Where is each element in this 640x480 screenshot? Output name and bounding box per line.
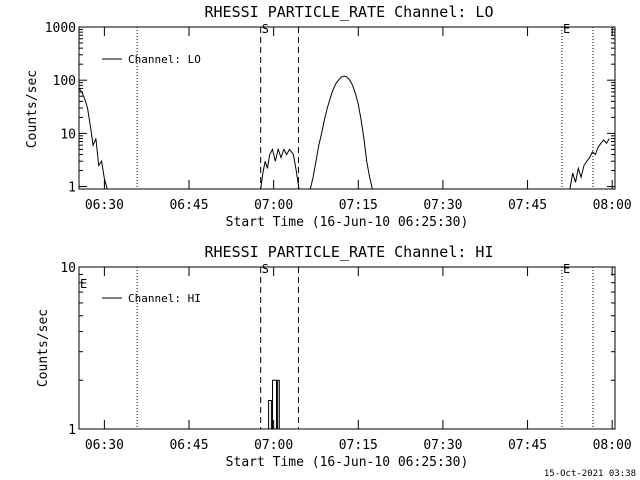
y-tick-label-lo: 100 <box>53 74 76 89</box>
chart-title-lo: RHESSI PARTICLE_RATE Channel: LO <box>205 3 494 21</box>
x-tick-label-lo: 07:45 <box>508 198 547 213</box>
x-axis-label-hi: Start Time (16-Jun-10 06:25:30) <box>226 455 469 470</box>
y-tick-label-lo: 1000 <box>45 21 76 36</box>
x-tick-label-lo: 08:00 <box>593 198 632 213</box>
y-axis-label-hi: Counts/sec <box>36 309 51 387</box>
x-tick-label-lo: 06:45 <box>169 198 208 213</box>
x-tick-label-lo: 06:30 <box>85 198 124 213</box>
x-tick-label-hi: 06:30 <box>85 438 124 453</box>
x-tick-label-hi: 07:45 <box>508 438 547 453</box>
series-line-lo <box>569 138 610 190</box>
x-tick-label-hi: 08:00 <box>593 438 632 453</box>
x-tick-label-hi: 07:00 <box>254 438 293 453</box>
y-tick-label-lo: 10 <box>60 127 76 142</box>
marker-label-lo: S <box>262 22 269 36</box>
axes-frame-hi <box>78 266 616 430</box>
x-tick-label-lo: 07:30 <box>423 198 462 213</box>
panel-hi: RHESSI PARTICLE_RATE Channel: HI Start T… <box>36 243 632 470</box>
series-line-lo <box>309 75 373 190</box>
x-axis-label-lo: Start Time (16-Jun-10 06:25:30) <box>226 215 469 230</box>
y-tick-label-lo: 1 <box>68 181 76 196</box>
panel-lo: RHESSI PARTICLE_RATE Channel: LO Start T… <box>25 3 632 230</box>
y-tick-label-hi: 1 <box>68 423 76 438</box>
x-tick-label-hi: 07:30 <box>423 438 462 453</box>
y-axis-label-lo: Counts/sec <box>25 70 40 148</box>
y-tick-label-hi: 10 <box>60 261 76 276</box>
series-line-hi <box>268 379 280 430</box>
axes-frame-lo <box>78 26 616 190</box>
legend-label-hi: Channel: HI <box>128 292 201 305</box>
x-tick-label-hi: 07:15 <box>339 438 378 453</box>
series-line-lo <box>260 147 300 190</box>
marker-label-hi: E <box>80 277 87 291</box>
marker-label-lo: E <box>563 22 570 36</box>
legend-label-lo: Channel: LO <box>128 53 201 66</box>
x-tick-label-lo: 07:15 <box>339 198 378 213</box>
chart-title-hi: RHESSI PARTICLE_RATE Channel: HI <box>205 243 494 261</box>
footer-timestamp: 15-Oct-2021 03:38 <box>544 469 636 479</box>
x-tick-label-lo: 07:00 <box>254 198 293 213</box>
series-line-lo <box>78 88 108 190</box>
marker-label-hi: S <box>262 262 269 276</box>
x-tick-label-hi: 06:45 <box>169 438 208 453</box>
marker-label-hi: E <box>563 262 570 276</box>
